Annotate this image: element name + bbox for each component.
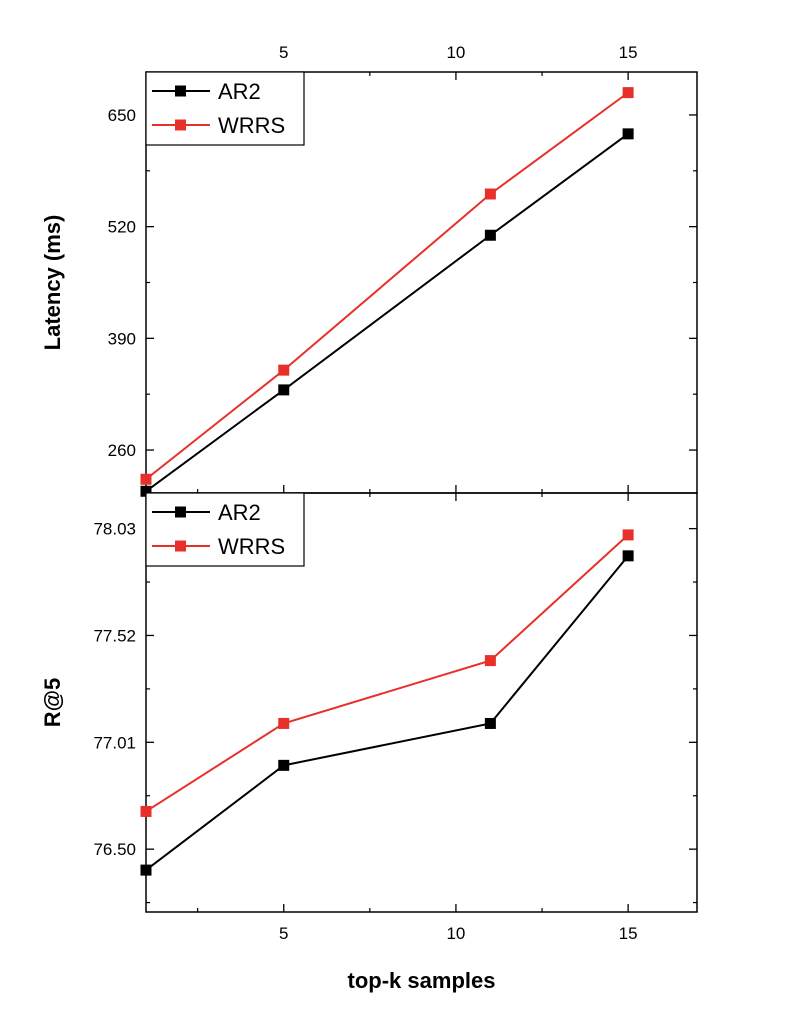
- x-tick-label: 5: [279, 43, 288, 62]
- y-axis-title: Latency (ms): [40, 215, 65, 351]
- legend-marker: [175, 506, 186, 518]
- series-line-ar2: [145, 555, 629, 871]
- data-point-ar2: [278, 384, 290, 396]
- legend-label: AR2: [218, 79, 261, 104]
- series-line-wrrs: [145, 91, 629, 481]
- legend-label: WRRS: [218, 534, 285, 559]
- series-line-ar2: [145, 133, 629, 493]
- data-point-ar2: [622, 128, 634, 140]
- data-point-ar2: [140, 485, 152, 497]
- x-tick-label: 5: [279, 924, 288, 943]
- x-tick-label: 10: [446, 924, 465, 943]
- data-point-ar2: [278, 759, 290, 771]
- data-point-wrrs: [622, 87, 634, 99]
- data-point-wrrs: [278, 717, 290, 729]
- data-point-wrrs: [140, 473, 152, 485]
- legend-marker: [175, 540, 186, 552]
- y-axis-title: R@5: [40, 678, 65, 728]
- y-tick-label: 520: [108, 218, 136, 237]
- x-tick-label: 15: [619, 924, 638, 943]
- y-tick-label: 76.50: [93, 840, 136, 859]
- y-tick-label: 260: [108, 441, 136, 460]
- data-point-wrrs: [484, 188, 496, 200]
- data-point-wrrs: [622, 529, 634, 541]
- y-tick-label: 78.03: [93, 520, 136, 539]
- legend-marker: [175, 119, 186, 131]
- y-tick-label: 77.01: [93, 733, 136, 752]
- legend-label: WRRS: [218, 113, 285, 138]
- legend-marker: [175, 85, 186, 97]
- panel-top: 260 390 520 650 5 10 15 Latency (ms) AR2 WRRS: [40, 43, 698, 497]
- data-point-ar2: [622, 550, 634, 562]
- plot-frame: [145, 492, 698, 913]
- data-point-wrrs: [484, 655, 496, 667]
- data-point-ar2: [484, 229, 496, 241]
- data-point-wrrs: [278, 364, 290, 376]
- panel-bottom: 76.50 77.01 77.52 78.03 5 10 15 R@5 top-k sample…: [40, 492, 698, 993]
- x-tick-label: 15: [619, 43, 638, 62]
- legend-box: [145, 71, 305, 146]
- x-tick-label: 10: [446, 43, 465, 62]
- data-point-ar2: [140, 864, 152, 876]
- data-point-wrrs: [140, 805, 152, 817]
- y-tick-label: 77.52: [93, 626, 136, 645]
- data-point-ar2: [484, 717, 496, 729]
- series-line-wrrs: [145, 534, 629, 813]
- y-tick-label: 390: [108, 329, 136, 348]
- x-axis-title: top-k samples: [348, 968, 496, 993]
- legend-box: [145, 492, 305, 567]
- y-tick-label: 650: [108, 106, 136, 125]
- legend-label: AR2: [218, 500, 261, 525]
